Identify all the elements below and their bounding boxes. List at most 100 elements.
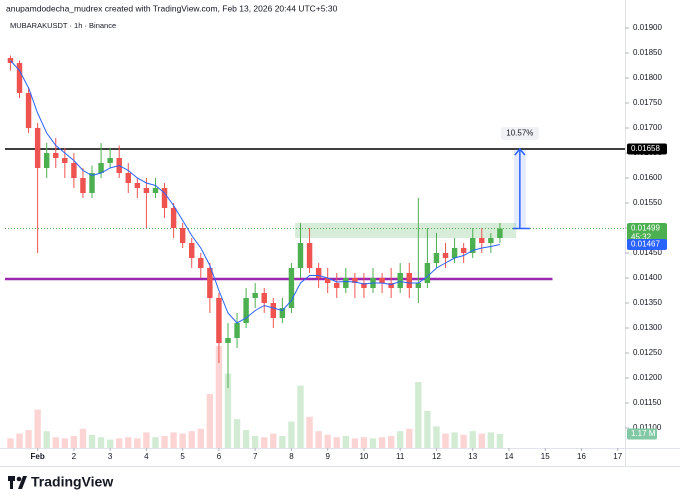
- volume-bar: [252, 436, 259, 448]
- candle-body: [170, 208, 177, 228]
- candle-body: [406, 273, 412, 288]
- volume-bar: [306, 416, 313, 448]
- volume-bar: [170, 432, 177, 448]
- candle-body: [288, 268, 295, 308]
- volume-bar: [61, 438, 68, 448]
- candle-body: [89, 173, 95, 193]
- volume-bar: [125, 437, 132, 448]
- candle-body: [334, 283, 340, 288]
- volume-bar: [424, 410, 431, 448]
- candle-body: [134, 183, 141, 188]
- candle-body: [152, 188, 159, 193]
- volume-bar: [270, 433, 277, 448]
- candle-body: [143, 188, 150, 193]
- y-tick-label: 0.01700: [633, 123, 662, 132]
- zone: [295, 223, 517, 238]
- x-tick-label: 17: [613, 452, 622, 461]
- volume-bar: [152, 437, 159, 448]
- candle-body: [216, 298, 222, 343]
- x-tick-label: 5: [180, 452, 185, 461]
- candle-body: [442, 253, 449, 258]
- candle-body: [179, 228, 186, 243]
- y-tick-label: 0.01550: [633, 198, 662, 207]
- candle-body: [25, 93, 32, 128]
- candle-body: [207, 268, 213, 298]
- x-tick-label: 10: [359, 452, 368, 461]
- candle-body: [270, 303, 277, 318]
- volume-bar: [342, 436, 349, 448]
- volume-bar: [134, 438, 141, 448]
- countdown: 45:32: [631, 233, 652, 242]
- volume-bar: [79, 428, 87, 448]
- volume-bar: [460, 434, 467, 448]
- candle-body: [315, 268, 322, 278]
- candle-body: [34, 128, 41, 168]
- candle-body: [234, 323, 240, 338]
- ma-label: 0.01467: [631, 240, 660, 249]
- volume-label-box: [627, 428, 657, 440]
- volume-bar: [88, 434, 96, 448]
- x-tick-label: 4: [144, 452, 149, 461]
- y-tick-label: 0.01400: [633, 273, 662, 282]
- candle-body: [388, 283, 394, 288]
- volume-bar: [279, 436, 286, 448]
- x-tick-label: 9: [325, 452, 330, 461]
- candle-body: [125, 173, 131, 183]
- candle-body: [424, 263, 431, 283]
- volume-bar: [188, 431, 195, 448]
- volume-bar: [206, 394, 214, 448]
- candle-body: [397, 273, 403, 288]
- candle-body: [252, 293, 258, 298]
- candle-body: [43, 153, 50, 168]
- x-tick-label: 3: [108, 452, 113, 461]
- candle-body: [352, 278, 358, 283]
- volume-bar: [215, 346, 223, 448]
- volume-bar: [451, 432, 458, 448]
- y-tick-label: 0.01900: [633, 23, 662, 32]
- x-tick-label: 12: [432, 452, 441, 461]
- volume-bar: [378, 437, 386, 448]
- volume-bar: [70, 436, 78, 448]
- volume-label: 1.17 M: [631, 429, 656, 438]
- volume-bar: [179, 433, 186, 448]
- candle-body: [279, 308, 286, 318]
- volume-bar: [351, 438, 359, 448]
- volume-bar: [224, 373, 232, 448]
- candle-body: [189, 243, 195, 258]
- x-tick-label: 16: [577, 452, 586, 461]
- moving-average: [10, 60, 501, 324]
- y-tick-label: 0.01850: [633, 48, 662, 57]
- volume-bar: [415, 382, 422, 448]
- y-tick-label: 0.01200: [633, 373, 662, 382]
- y-tick-label: 0.01800: [633, 73, 662, 82]
- brand: TradingView: [31, 474, 113, 490]
- x-tick-label: 7: [253, 452, 258, 461]
- volume-bar: [261, 437, 268, 448]
- candle-body: [71, 163, 77, 178]
- y-tick-label: 0.01350: [633, 298, 662, 307]
- y-tick-label: 0.01600: [633, 173, 662, 182]
- candle-body: [225, 338, 231, 343]
- volume-bar: [43, 431, 50, 448]
- volume-bar: [496, 433, 504, 448]
- candle-body: [261, 293, 267, 303]
- volume-bar: [34, 409, 41, 448]
- x-tick-label: 6: [217, 452, 222, 461]
- last-price-label: 0.01499: [631, 224, 660, 233]
- candle-body: [62, 158, 68, 163]
- x-tick-label: 8: [289, 452, 294, 461]
- candle-body: [361, 283, 367, 288]
- volume-bar: [161, 436, 168, 448]
- volume-bar: [16, 433, 23, 448]
- volume-bar: [324, 434, 331, 448]
- y-tick-label: 0.01100: [633, 423, 662, 432]
- volume-bar: [297, 385, 304, 448]
- volume-bar: [360, 437, 368, 448]
- candle-body: [198, 258, 204, 268]
- last-price-label-box: [627, 223, 667, 243]
- candle-body: [460, 248, 467, 253]
- y-tick-label: 0.01750: [633, 98, 662, 107]
- candle-body: [243, 298, 249, 323]
